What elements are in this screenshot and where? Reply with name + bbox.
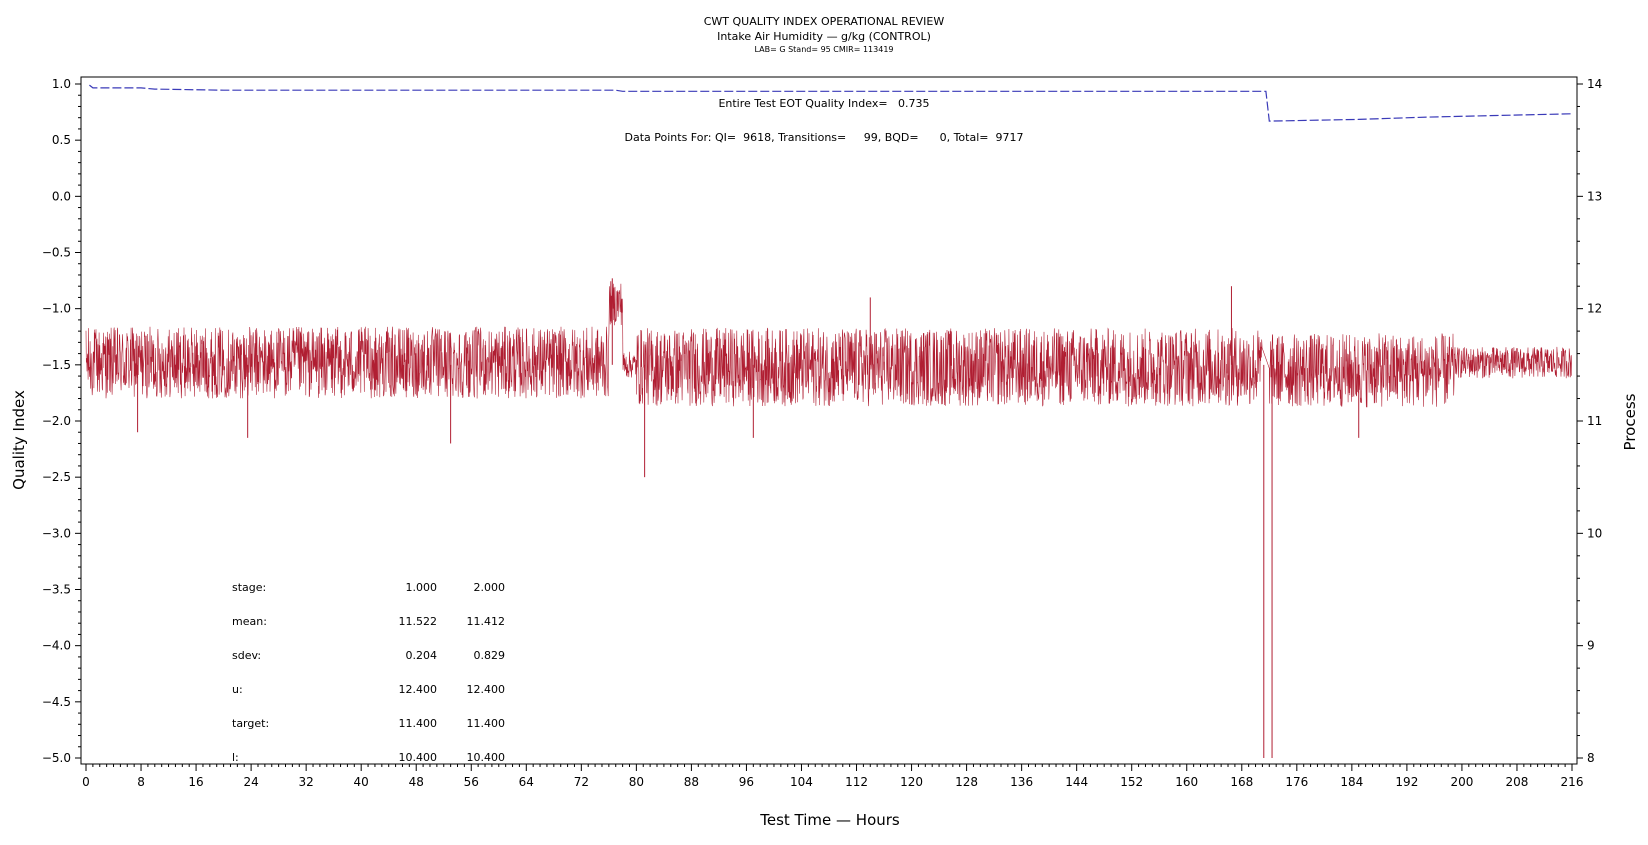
x-tick-label: 200 [1450, 775, 1473, 789]
stats-label: u: [232, 683, 243, 696]
x-tick-label: 96 [739, 775, 754, 789]
process-series [85, 281, 1572, 408]
x-tick-label: 32 [299, 775, 314, 789]
x-tick-label: 152 [1120, 775, 1143, 789]
x-tick-label: 128 [955, 775, 978, 789]
x-tick-label: 216 [1561, 775, 1584, 789]
x-tick-label: 48 [409, 775, 424, 789]
stats-label: stage: [232, 581, 266, 594]
y-left-tick-label: −3.0 [42, 526, 71, 540]
y-right-tick-label: 13 [1587, 189, 1602, 203]
y-axis-left-label: Quality Index [10, 390, 28, 490]
y-right-tick-label: 14 [1587, 77, 1602, 91]
x-tick-label: 192 [1395, 775, 1418, 789]
chart-subtitle: Intake Air Humidity — g/kg (CONTROL) [717, 30, 931, 43]
y-right-tick-label: 9 [1587, 639, 1595, 653]
stats-table: stage: mean: sdev: u: target: l: 1.000 1… [232, 581, 505, 764]
y-left-tick-label: 0.0 [52, 189, 71, 203]
stats-label: sdev: [232, 649, 261, 662]
x-tick-label: 64 [519, 775, 534, 789]
stats-stage2-value: 11.412 [467, 615, 506, 628]
y-left-tick-label: −4.5 [42, 695, 71, 709]
x-axis-label: Test Time — Hours [759, 811, 900, 829]
y-left-tick-label: −5.0 [42, 751, 71, 765]
x-tick-label: 176 [1285, 775, 1308, 789]
y-left-tick-label: 0.5 [52, 133, 71, 147]
stats-stage2-value: 0.829 [474, 649, 506, 662]
x-tick-label: 16 [188, 775, 203, 789]
stats-stage2-value: 2.000 [474, 581, 506, 594]
x-tick-label: 112 [845, 775, 868, 789]
stats-stage1-value: 11.522 [399, 615, 438, 628]
y-left-tick-label: −2.0 [42, 414, 71, 428]
x-tick-label: 72 [574, 775, 589, 789]
y-axis-left: 1.0 0.5 0.0 −0.5 −1.0 −1.5 −2.0 −2.5 −3.0 −3.5 −4.… [42, 77, 81, 765]
quality-index-line [89, 84, 1573, 122]
x-tick-label: 120 [900, 775, 923, 789]
y-left-tick-label: 1.0 [52, 77, 71, 91]
quality-index-series [89, 84, 1573, 122]
x-tick-label: 104 [790, 775, 813, 789]
process-spikes [137, 278, 1360, 758]
stats-label: target: [232, 717, 269, 730]
data-points-annotation: Data Points For: QI= 9618, Transitions= … [625, 131, 1024, 144]
y-axis-right-label: Process [1621, 393, 1639, 450]
eot-quality-index-annotation: Entire Test EOT Quality Index= 0.735 [718, 97, 929, 110]
y-axis-right: 14 13 12 11 10 9 8 [1577, 77, 1602, 765]
x-tick-label: 184 [1340, 775, 1363, 789]
process-line [85, 281, 1572, 408]
plot-frame [80, 76, 1578, 765]
stats-stage2-value: 12.400 [467, 683, 506, 696]
stats-stage1-value: 10.400 [399, 751, 438, 764]
chart-lab-info: LAB= G Stand= 95 CMIR= 113419 [754, 45, 893, 54]
x-tick-label: 0 [82, 775, 90, 789]
y-left-tick-label: −3.5 [42, 583, 71, 597]
y-left-tick-label: −0.5 [42, 246, 71, 260]
stats-stage1-value: 1.000 [406, 581, 438, 594]
x-axis: 0 8 16 24 32 40 48 56 64 72 80 88 96 104 112 120 128 136 1… [82, 764, 1583, 789]
stats-stage2-value: 11.400 [467, 717, 506, 730]
y-right-tick-label: 10 [1587, 526, 1602, 540]
stats-stage1-value: 0.204 [406, 649, 438, 662]
x-tick-label: 56 [464, 775, 479, 789]
stats-label: l: [232, 751, 239, 764]
x-tick-label: 8 [137, 775, 145, 789]
y-left-tick-label: −2.5 [42, 470, 71, 484]
x-tick-label: 24 [243, 775, 258, 789]
x-tick-label: 80 [629, 775, 644, 789]
stats-stage2-value: 10.400 [467, 751, 506, 764]
y-right-tick-label: 11 [1587, 414, 1602, 428]
x-tick-label: 208 [1506, 775, 1529, 789]
x-tick-label: 144 [1065, 775, 1088, 789]
stats-label: mean: [232, 615, 267, 628]
stats-stage1-value: 11.400 [399, 717, 438, 730]
y-right-tick-label: 8 [1587, 751, 1595, 765]
stats-stage1-value: 12.400 [399, 683, 438, 696]
x-tick-label: 136 [1010, 775, 1033, 789]
chart-title: CWT QUALITY INDEX OPERATIONAL REVIEW [704, 15, 945, 28]
x-tick-label: 40 [354, 775, 369, 789]
x-tick-label: 168 [1230, 775, 1253, 789]
y-right-tick-label: 12 [1587, 302, 1602, 316]
y-left-tick-label: −1.5 [42, 358, 71, 372]
y-left-tick-label: −1.0 [42, 302, 71, 316]
y-left-tick-label: −4.0 [42, 639, 71, 653]
x-tick-label: 160 [1175, 775, 1198, 789]
x-tick-label: 88 [684, 775, 699, 789]
